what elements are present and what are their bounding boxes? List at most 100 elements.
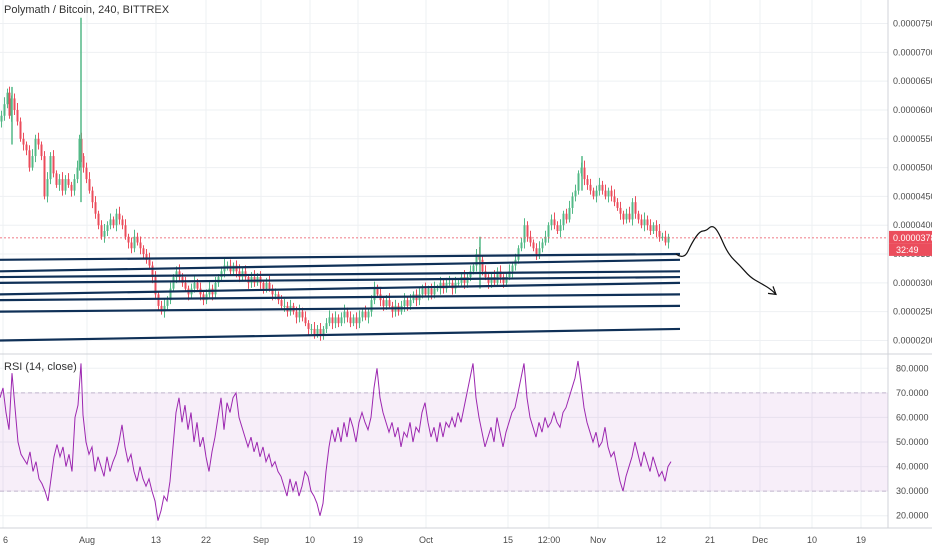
price-tick-label: 0.00006500: [893, 76, 932, 86]
price-pane[interactable]: [0, 17, 888, 342]
support-line: [0, 275, 681, 284]
candle-body: [472, 265, 475, 272]
last-price-badge: [889, 230, 932, 244]
candle-body: [601, 184, 604, 191]
candle-body: [280, 300, 283, 306]
price-axis[interactable]: 0.00007500 0.00007000 0.00006500 0.00006000…: [889, 19, 932, 521]
candle-body: [493, 277, 496, 283]
candle-body: [319, 328, 322, 335]
candle-body: [31, 156, 34, 168]
date-tick-label: 10: [807, 535, 817, 545]
candle-body: [265, 282, 268, 289]
candle-body: [583, 167, 586, 180]
rsi-pane[interactable]: [0, 360, 888, 521]
candle-body: [85, 167, 88, 180]
price-tick-label: 0.00004500: [893, 191, 932, 201]
price-tick-label: 0.00003000: [893, 278, 932, 288]
candle-body: [109, 219, 112, 226]
date-tick-label: 12:00: [538, 535, 561, 545]
candle-body: [484, 271, 487, 278]
candle-body: [151, 265, 154, 278]
candle-body: [16, 109, 19, 122]
candle-body: [64, 179, 67, 191]
candle-body: [496, 271, 499, 283]
candle-body: [427, 288, 430, 295]
candle-body: [103, 230, 106, 237]
candle-body: [49, 156, 52, 180]
candle-body: [619, 207, 622, 214]
candle-body: [178, 271, 181, 278]
rsi-tick-label: 30.0000: [896, 486, 929, 496]
support-line: [0, 270, 681, 279]
candle-body: [70, 184, 73, 191]
candle-body: [40, 144, 43, 157]
candle-body: [550, 219, 553, 226]
date-tick-label: 12: [656, 535, 666, 545]
candle-body: [8, 92, 11, 116]
candle-body: [613, 196, 616, 203]
candle-body: [409, 300, 412, 306]
rsi-title: RSI (14, close): [4, 361, 77, 373]
candle-body: [130, 242, 133, 249]
candle-body: [97, 213, 100, 226]
candle-body: [91, 190, 94, 203]
time-axis[interactable]: 6 Aug 13 22 Sep 10 19 Oct 15 12:00 Nov 12 21 Dec 10 19: [3, 535, 866, 545]
price-tick-label: 0.00005500: [893, 134, 932, 144]
candle-body: [487, 277, 490, 283]
candle-body: [568, 207, 571, 220]
candle-body: [376, 288, 379, 295]
candle-body: [370, 300, 373, 312]
candle-body: [148, 259, 151, 266]
candle-body: [373, 288, 376, 301]
candle-body: [424, 288, 427, 295]
candle-body: [295, 311, 298, 318]
candle-body: [595, 190, 598, 197]
candle-body: [94, 202, 97, 214]
candle-body: [163, 305, 166, 312]
candle-body: [331, 317, 334, 324]
candle-body: [184, 282, 187, 289]
candle-body: [78, 138, 81, 168]
candle-body: [490, 277, 493, 283]
candle-body: [610, 190, 613, 197]
candle-body: [28, 150, 31, 168]
candle-body: [622, 213, 625, 220]
candle-body: [202, 294, 205, 301]
candle-body: [520, 242, 523, 249]
candle-body: [562, 213, 565, 226]
candle-body: [118, 213, 121, 220]
candle-body: [475, 254, 478, 266]
last-price-label: 0.00003780: [893, 233, 932, 243]
candle-body: [19, 121, 22, 139]
price-tick-label: 0.00007500: [893, 19, 932, 29]
candle-body: [430, 288, 433, 295]
candle-body: [361, 311, 364, 318]
candle-body: [106, 225, 109, 231]
date-tick-label: 21: [705, 535, 715, 545]
forecast-arrow-head: [767, 286, 777, 296]
rsi-tick-label: 60.0000: [896, 412, 929, 422]
candle-body: [571, 196, 574, 208]
date-tick-label: Sep: [253, 535, 269, 545]
support-line: [0, 304, 681, 313]
candle-body: [388, 300, 391, 306]
candle-body: [661, 236, 664, 238]
candle-body: [499, 271, 502, 278]
candle-body: [508, 271, 511, 278]
candle-body: [505, 277, 508, 283]
candle-body: [565, 213, 568, 220]
candle-body: [538, 248, 541, 255]
candle-body: [298, 311, 301, 318]
candle-body: [337, 317, 340, 324]
candle-body: [61, 179, 64, 191]
candle-body: [136, 236, 139, 243]
candle-body: [658, 230, 661, 237]
candle-body: [355, 317, 358, 324]
candle-body: [403, 300, 406, 306]
candle-body: [142, 248, 145, 255]
candle-body: [334, 317, 337, 324]
price-tick-label: 0.00007000: [893, 47, 932, 57]
candle-body: [448, 282, 451, 284]
candle-body: [235, 265, 238, 272]
